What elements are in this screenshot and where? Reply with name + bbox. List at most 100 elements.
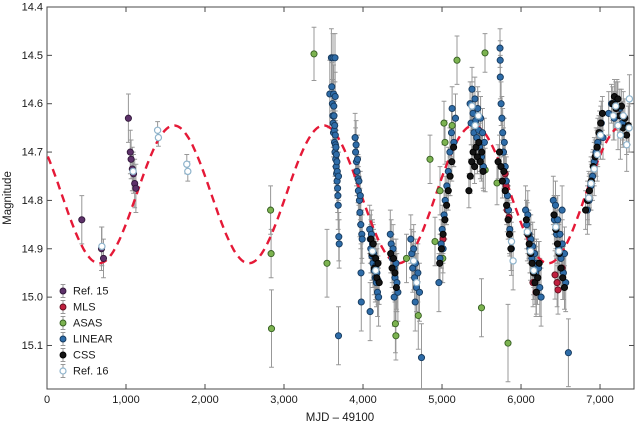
data-point (481, 49, 489, 57)
data-point (623, 131, 631, 139)
data-point (357, 269, 365, 277)
data-point (466, 172, 474, 180)
data-point (526, 247, 535, 255)
data-point (497, 100, 505, 108)
data-point (530, 266, 538, 275)
data-point (478, 148, 486, 156)
data-point (392, 332, 400, 340)
data-point (564, 349, 572, 357)
x-tick-label: 1,000 (112, 394, 140, 406)
data-point (552, 223, 560, 231)
x-tick-label: 2,000 (191, 394, 219, 406)
data-point (507, 237, 516, 246)
data-point (415, 288, 424, 296)
data-point (407, 235, 415, 243)
data-point (78, 216, 86, 224)
data-point (355, 177, 363, 185)
data-point (267, 325, 276, 333)
legend-marker (59, 367, 67, 375)
data-point (129, 167, 137, 176)
data-point (465, 187, 473, 195)
data-point (536, 283, 544, 292)
legend-label: Ref. 15 (73, 286, 108, 298)
legend-label: LINEAR (73, 334, 113, 346)
data-point (559, 274, 567, 282)
data-point (267, 206, 275, 214)
data-point (556, 230, 564, 238)
data-point (448, 158, 456, 166)
data-point (124, 114, 132, 122)
data-point (369, 240, 377, 248)
data-point (335, 240, 343, 248)
data-point (550, 211, 558, 219)
data-point (448, 121, 456, 130)
data-point (356, 208, 364, 217)
y-tick-label: 14.8 (22, 195, 43, 207)
data-point (498, 114, 506, 122)
data-point (593, 150, 602, 159)
legend-label: Ref. 16 (73, 366, 108, 378)
data-point (440, 119, 448, 127)
data-point (553, 279, 561, 287)
data-point (609, 112, 618, 120)
data-point (554, 216, 562, 224)
legend-item-ref-15: Ref. 15 (59, 284, 108, 298)
series-css (367, 92, 632, 296)
data-point (444, 187, 452, 195)
legend: Ref. 15 MLS ASAS LINEAR CSS Ref. 16 (59, 284, 113, 378)
series-ref-15 (78, 114, 140, 262)
data-point (560, 283, 569, 292)
data-point (357, 221, 365, 229)
data-point (471, 121, 479, 130)
data-point (614, 121, 622, 130)
data-point (99, 254, 108, 262)
y-tick-label: 15.0 (22, 292, 43, 304)
data-point (468, 102, 476, 110)
data-point (366, 308, 374, 316)
data-point (474, 112, 483, 120)
data-point (447, 129, 456, 137)
data-point (391, 269, 399, 277)
data-point (582, 206, 590, 214)
data-point (389, 254, 398, 262)
data-point (368, 247, 377, 255)
data-point (478, 129, 487, 137)
data-point (505, 230, 514, 238)
data-point (426, 155, 434, 163)
data-point (500, 138, 508, 146)
data-point (334, 192, 342, 200)
data-point (391, 320, 399, 328)
data-point (436, 187, 444, 195)
data-point (468, 85, 476, 93)
data-point (475, 138, 483, 146)
data-point (446, 172, 454, 180)
data-point (446, 148, 454, 156)
data-point (409, 257, 418, 265)
data-point (374, 259, 382, 267)
data-point (479, 167, 487, 175)
data-point (590, 165, 598, 173)
data-point (537, 293, 545, 301)
data-point (496, 44, 504, 52)
data-point (331, 92, 339, 101)
y-axis-title: Magnitude (2, 171, 14, 225)
data-point (414, 311, 422, 320)
data-point (443, 201, 451, 209)
data-point (352, 141, 360, 149)
data-point (441, 138, 449, 146)
data-point (98, 242, 106, 251)
x-tick-label: 3,000 (270, 394, 298, 406)
plot-frame (46, 6, 635, 390)
data-point (353, 155, 362, 163)
legend-item-mls: MLS (59, 300, 96, 314)
data-point (154, 133, 163, 142)
legend-item-asas: ASAS (59, 316, 102, 330)
legend-marker (59, 351, 67, 359)
data-point (392, 283, 400, 292)
data-point (504, 216, 512, 224)
data-point (351, 134, 359, 142)
x-tick-label: 6,000 (507, 394, 535, 406)
model-curve (47, 124, 634, 265)
error-bars (79, 26, 632, 389)
